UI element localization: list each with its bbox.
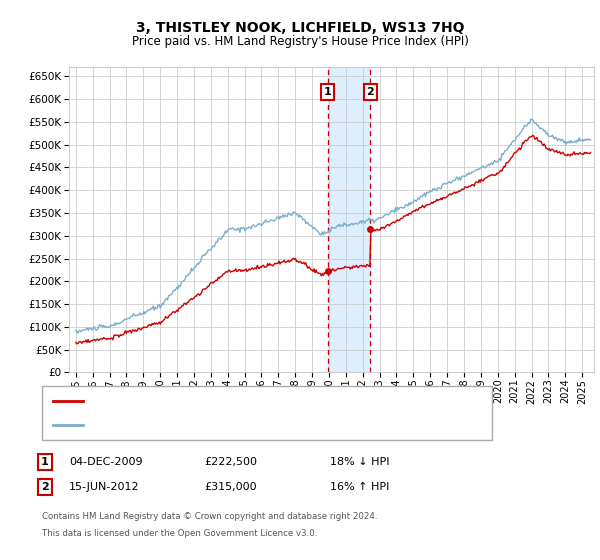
Text: 04-DEC-2009: 04-DEC-2009 [69,457,143,467]
Text: This data is licensed under the Open Government Licence v3.0.: This data is licensed under the Open Gov… [42,529,317,538]
Text: 15-JUN-2012: 15-JUN-2012 [69,482,140,492]
Text: 16% ↑ HPI: 16% ↑ HPI [330,482,389,492]
Text: Price paid vs. HM Land Registry's House Price Index (HPI): Price paid vs. HM Land Registry's House … [131,35,469,48]
Text: 1: 1 [324,87,331,97]
Text: £222,500: £222,500 [204,457,257,467]
Text: 3, THISTLEY NOOK, LICHFIELD, WS13 7HQ: 3, THISTLEY NOOK, LICHFIELD, WS13 7HQ [136,21,464,35]
Text: Contains HM Land Registry data © Crown copyright and database right 2024.: Contains HM Land Registry data © Crown c… [42,512,377,521]
Text: HPI: Average price, detached house, Lichfield: HPI: Average price, detached house, Lich… [90,419,327,430]
Text: £315,000: £315,000 [204,482,257,492]
Text: 2: 2 [367,87,374,97]
Text: 2: 2 [41,482,49,492]
Bar [328,67,370,372]
Text: 1: 1 [41,457,49,467]
Text: 3, THISTLEY NOOK, LICHFIELD, WS13 7HQ (detached house): 3, THISTLEY NOOK, LICHFIELD, WS13 7HQ (d… [90,396,403,407]
Text: 18% ↓ HPI: 18% ↓ HPI [330,457,389,467]
